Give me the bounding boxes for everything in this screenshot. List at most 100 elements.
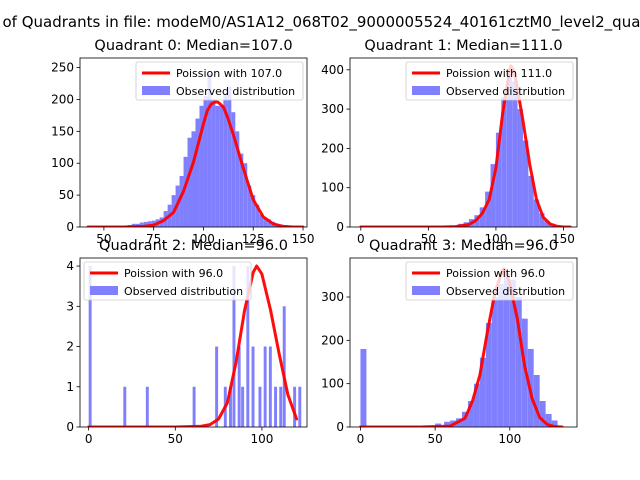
histogram-bar — [231, 112, 236, 227]
histogram-bar — [528, 175, 534, 227]
histogram-bar — [215, 346, 219, 427]
y-tick-label: 400 — [321, 63, 344, 77]
subplot-quadrant-0: 50 75 100 125 150 0 50 100 150 200 250 Quadrant 0: … — [51, 38, 314, 246]
histogram-bar — [551, 420, 558, 427]
subplot-title: Quadrant 1: Median=111.0 — [364, 38, 562, 54]
y-tick-label: 150 — [51, 124, 74, 138]
histogram-bar — [491, 297, 498, 427]
x-tick-label: 50 — [168, 432, 183, 446]
histogram-bar — [187, 137, 192, 227]
histogram-bar — [360, 349, 367, 427]
y-tick-label: 100 — [51, 156, 74, 170]
x-tick-label: 100 — [484, 232, 507, 246]
histogram-bar — [251, 346, 255, 427]
x-tick-label: 100 — [498, 432, 521, 446]
subplot-title: Quadrant 0: Median=107.0 — [94, 38, 292, 54]
histogram-bar — [497, 284, 504, 427]
poisson-line — [87, 264, 299, 427]
histogram-bar — [544, 221, 550, 227]
legend-line-label: Poission with 96.0 — [124, 267, 223, 280]
histogram-bar — [227, 86, 232, 227]
histogram-bar — [501, 97, 507, 227]
subplot-quadrant-1: 0 50 100 150 0 100 200 300 400 Quadrant 1: Median… — [321, 38, 578, 246]
y-tick-label: 200 — [321, 333, 344, 347]
histogram-bar — [533, 375, 540, 427]
histogram-bar — [192, 386, 196, 427]
histogram-bar — [211, 99, 216, 227]
legend-frame — [83, 261, 252, 301]
x-tick-label: 0 — [85, 432, 93, 446]
histogram-bar — [522, 140, 529, 227]
histogram-bar — [517, 109, 523, 227]
legend-frame — [405, 61, 574, 101]
plot-area — [86, 73, 305, 227]
histogram-bar — [88, 266, 92, 427]
subplot-title: Quadrant 2: Median=96.0 — [99, 238, 288, 254]
y-tick-label: 0 — [66, 420, 74, 434]
subplot-quadrant-2: 0 50 100 0 1 2 3 4 Quadrant 2: Median=96.0 Poissi… — [66, 238, 308, 446]
histogram-bar — [123, 386, 127, 427]
poisson-line — [86, 100, 305, 227]
histogram-bar — [512, 81, 518, 227]
histogram-bar — [179, 175, 184, 227]
histogram-bar — [267, 219, 272, 227]
histogram-bar — [215, 105, 220, 227]
y-tick-label: 50 — [59, 188, 74, 202]
legend-bar-label: Observed distribution — [446, 85, 565, 98]
y-tick-label: 100 — [321, 377, 344, 391]
x-tick-label: 125 — [242, 232, 265, 246]
y-tick-label: 0 — [336, 220, 344, 234]
histogram-bar — [485, 191, 491, 227]
subplot-quadrant-3: 0 50 100 0 100 200 300 Quadrant 3: Median=96.0 P… — [321, 238, 578, 446]
legend: Poission with 111.0 Observed distribution — [405, 61, 574, 101]
y-tick-label: 200 — [321, 141, 344, 155]
histogram-bar — [539, 213, 545, 227]
legend-bar-swatch — [412, 286, 440, 295]
histogram-bar — [145, 386, 149, 427]
legend-bar-label: Observed distribution — [176, 85, 295, 98]
histogram-bar — [229, 386, 232, 427]
axes-frame — [79, 257, 308, 428]
y-tick-label: 250 — [51, 61, 74, 75]
legend-bar-label: Observed distribution — [446, 285, 565, 298]
histogram-bar — [263, 346, 267, 427]
histogram-bar — [223, 93, 228, 227]
histogram-bar — [241, 386, 245, 427]
histogram-bar — [246, 266, 250, 427]
histogram-bar — [503, 273, 510, 427]
legend-frame — [405, 261, 574, 301]
y-tick-label: 100 — [321, 181, 344, 195]
y-tick-label: 0 — [66, 220, 74, 234]
histogram-bar — [255, 204, 260, 227]
histogram-bar — [479, 207, 486, 227]
histogram-bar — [274, 386, 278, 427]
histogram-bar — [259, 214, 264, 227]
histogram-bar — [183, 156, 188, 227]
histogram-bar — [485, 323, 492, 427]
x-tick-label: 0 — [357, 232, 365, 246]
legend: Poission with 96.0 Observed distribution — [83, 261, 252, 301]
histogram-bar — [279, 386, 283, 427]
y-tick-label: 3 — [66, 299, 74, 313]
histogram-bar — [139, 222, 144, 227]
histogram-bar — [219, 105, 224, 227]
y-tick-label: 200 — [51, 92, 74, 106]
histogram-bar — [232, 266, 236, 427]
histogram-bar — [195, 118, 200, 227]
y-tick-label: 300 — [321, 290, 344, 304]
figure-title: Light curve of Quadrants in file: modeM0… — [0, 13, 640, 32]
histogram-bar — [298, 386, 302, 427]
legend-bar-swatch — [142, 86, 170, 95]
legend-line-label: Poission with 111.0 — [446, 67, 552, 80]
histogram-bar — [191, 131, 196, 227]
x-tick-label: 150 — [292, 232, 315, 246]
legend-line-label: Poission with 96.0 — [446, 267, 545, 280]
legend: Poission with 96.0 Observed distribution — [405, 261, 574, 301]
histogram-bar — [473, 383, 480, 427]
histogram-bar — [203, 96, 208, 227]
legend-line-label: Poission with 107.0 — [176, 67, 282, 80]
histogram-bar — [199, 105, 204, 227]
histogram-bar — [490, 164, 496, 227]
x-tick-label: 50 — [427, 432, 442, 446]
